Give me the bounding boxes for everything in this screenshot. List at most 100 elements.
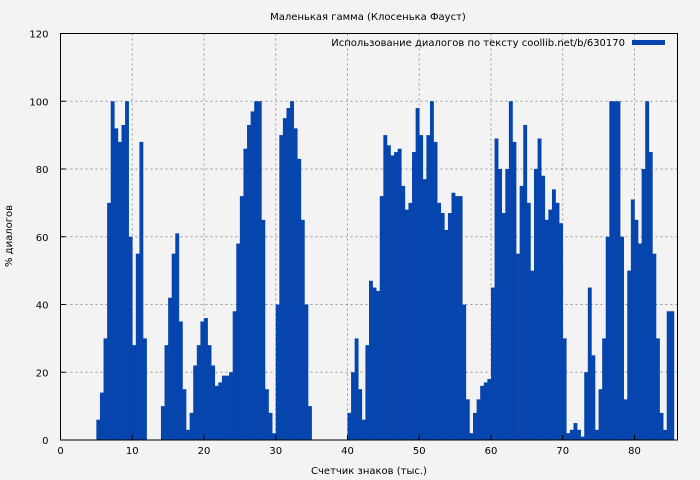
bar (243, 148, 248, 441)
bar (526, 202, 531, 440)
bar (490, 287, 495, 440)
bar (587, 287, 592, 440)
bar (451, 192, 456, 440)
bar (168, 297, 173, 440)
x-axis-label: Счетчик знаков (тыс.) (311, 466, 427, 477)
bar (182, 389, 187, 440)
bar (397, 148, 402, 441)
bar (239, 196, 244, 440)
bar (164, 345, 169, 440)
bar (175, 233, 180, 440)
bar (365, 345, 370, 440)
bar (250, 111, 255, 440)
x-tick-label: 80 (628, 446, 641, 457)
bar (279, 135, 284, 440)
bar (580, 436, 585, 440)
bar (218, 382, 223, 440)
bar (623, 399, 628, 440)
bar (555, 202, 560, 440)
bar (247, 124, 251, 441)
bar (221, 375, 226, 440)
bar (254, 101, 259, 440)
bar (261, 219, 266, 440)
bar (361, 419, 366, 440)
bar (523, 124, 528, 441)
bar (412, 152, 416, 440)
bar (214, 385, 219, 440)
bar (390, 155, 395, 440)
y-tick-label: 0 (42, 436, 48, 447)
bar (440, 213, 445, 440)
bar (394, 152, 398, 440)
bar (286, 108, 291, 441)
ticks: 0 10 20 30 40 50 60 70 80 0 20 40 60 80 100 120 (29, 30, 640, 458)
bar (404, 209, 409, 440)
bar (630, 199, 635, 440)
bar (534, 169, 538, 440)
bar (207, 345, 212, 440)
bar (537, 138, 542, 440)
bar (132, 345, 137, 440)
x-tick-label: 0 (57, 446, 63, 457)
bar (562, 338, 567, 440)
bar (383, 135, 388, 440)
bar (433, 141, 438, 440)
x-tick-label: 30 (269, 446, 282, 457)
x-tick-label: 10 (126, 446, 139, 457)
bar (264, 389, 269, 440)
bar (290, 101, 294, 440)
y-tick-label: 40 (36, 301, 49, 312)
bar (107, 202, 112, 440)
bars (96, 101, 675, 441)
bar (447, 213, 452, 440)
bar (519, 185, 524, 440)
bar (401, 185, 406, 440)
bar (516, 253, 520, 440)
bar (354, 338, 359, 440)
bar (663, 429, 668, 440)
legend-label: Использование диалогов по тексту coollib… (331, 38, 625, 49)
bar (616, 101, 621, 440)
bar (508, 101, 513, 440)
bar (419, 135, 424, 440)
bar (458, 196, 463, 440)
bar (569, 429, 574, 440)
bar (347, 412, 352, 440)
y-tick-label: 100 (29, 97, 48, 108)
bar (408, 202, 413, 440)
legend-swatch (632, 40, 665, 45)
bar (659, 412, 664, 440)
y-tick-label: 20 (36, 368, 49, 379)
bar (605, 236, 610, 440)
bar (351, 372, 355, 440)
bar (304, 304, 309, 440)
bar (670, 311, 675, 440)
bar (99, 392, 104, 440)
bar (196, 345, 201, 440)
bar (498, 169, 503, 440)
bar (369, 280, 373, 440)
bar (128, 236, 133, 440)
bar (476, 399, 481, 440)
x-tick-label: 40 (341, 446, 354, 457)
bar (584, 372, 589, 440)
bar (612, 101, 617, 440)
y-tick-label: 60 (36, 233, 49, 244)
bar (275, 304, 280, 440)
bar (293, 128, 298, 440)
bar (609, 101, 614, 440)
bar (358, 389, 363, 440)
bar (473, 412, 477, 440)
bar (598, 389, 603, 440)
bar (272, 433, 277, 440)
bar (121, 124, 126, 441)
bar (139, 141, 144, 440)
bar (229, 372, 233, 440)
bar (480, 385, 485, 440)
bar (171, 253, 176, 440)
x-tick-label: 70 (556, 446, 569, 457)
bar (462, 304, 467, 440)
bar (594, 429, 599, 440)
bar (469, 433, 474, 440)
